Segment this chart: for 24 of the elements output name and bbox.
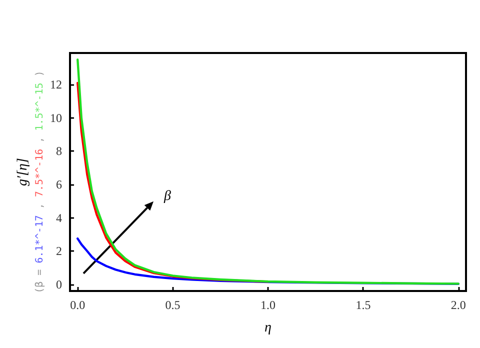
y-axis-title: g′[η] <box>16 158 30 186</box>
x-tick-label: 1.5 <box>356 298 371 312</box>
y-tick-label: 12 <box>50 78 62 92</box>
annotation: β <box>163 188 172 204</box>
line-series <box>76 58 460 285</box>
y-tick-label: 2 <box>56 244 62 258</box>
text: 6.1*^-17 <box>34 215 46 264</box>
y-tick-label: 10 <box>50 110 62 125</box>
y-tick-label: 4 <box>56 210 62 225</box>
x-axis-title: η <box>264 320 272 336</box>
text: 1.5*^-15 <box>34 82 46 131</box>
x-tick-label: 0.0 <box>70 298 86 312</box>
x-tick-label: 2.0 <box>450 298 466 312</box>
text: 7.5*^-16 <box>34 148 46 198</box>
x-tick-label: 1.0 <box>260 298 276 312</box>
y-tick-label: 6 <box>56 177 62 192</box>
x-tick-label: 0.5 <box>165 298 180 312</box>
line-series <box>76 82 270 283</box>
y-tick-label: 0 <box>56 277 62 292</box>
text: , <box>34 136 46 143</box>
text: ) <box>34 70 46 83</box>
text: , <box>34 197 46 216</box>
y-tick-label: 8 <box>56 144 62 158</box>
legend-title: (β = <box>34 263 46 294</box>
